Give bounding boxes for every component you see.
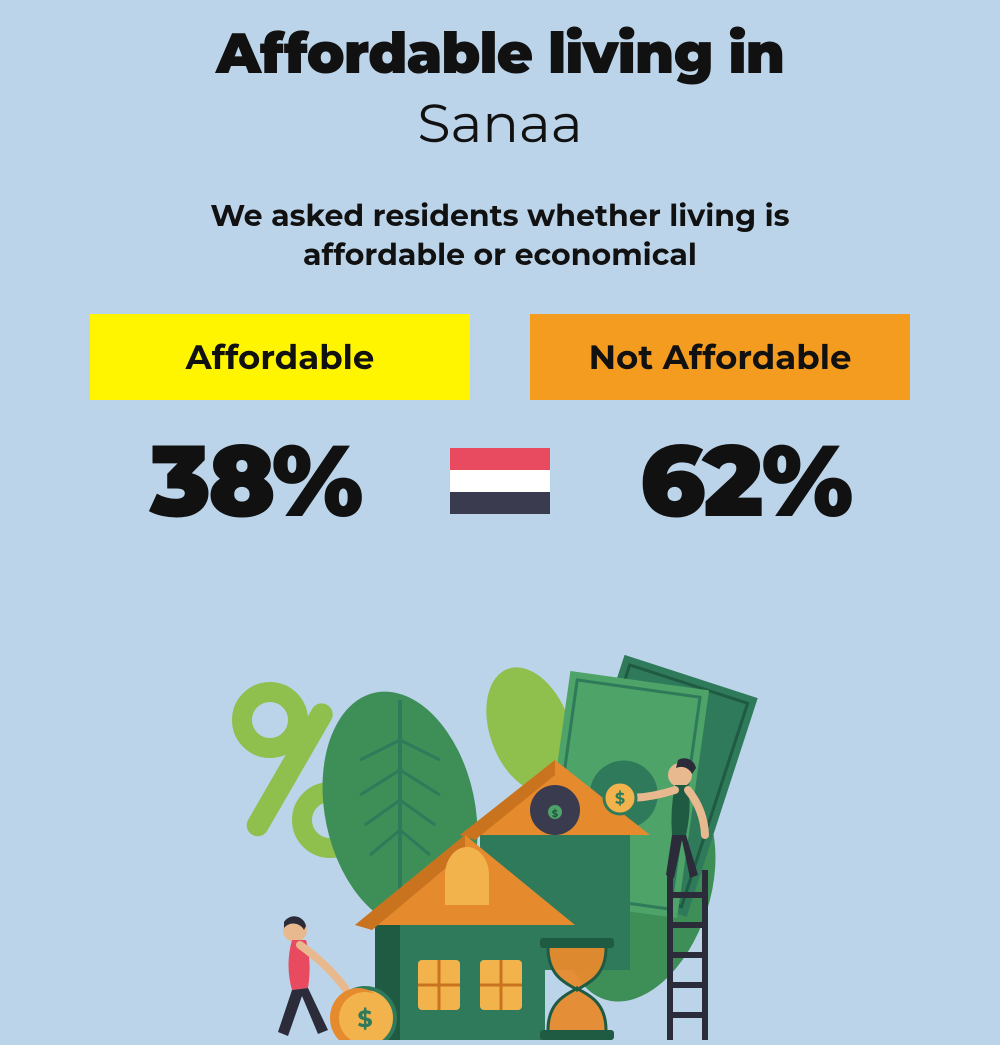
- title-block: Affordable living in Sanaa: [0, 0, 1000, 156]
- svg-text:$: $: [357, 1005, 372, 1034]
- subtitle-text: We asked residents whether living is aff…: [140, 196, 860, 274]
- svg-text:$: $: [615, 790, 625, 809]
- flag-icon: [450, 448, 550, 514]
- svg-text:$: $: [552, 807, 559, 820]
- not-affordable-badge: Not Affordable: [530, 314, 910, 400]
- not-affordable-percent: 62%: [580, 420, 910, 542]
- house-savings-illustration: $: [200, 640, 800, 1040]
- percent-row: 38% 62%: [0, 420, 1000, 542]
- affordable-badge: Affordable: [90, 314, 470, 400]
- badge-row: Affordable Not Affordable: [0, 314, 1000, 400]
- title-main: Affordable living in: [0, 20, 1000, 88]
- title-city: Sanaa: [0, 90, 1000, 156]
- ladder-icon: [670, 870, 705, 1040]
- affordable-percent: 38%: [90, 420, 420, 542]
